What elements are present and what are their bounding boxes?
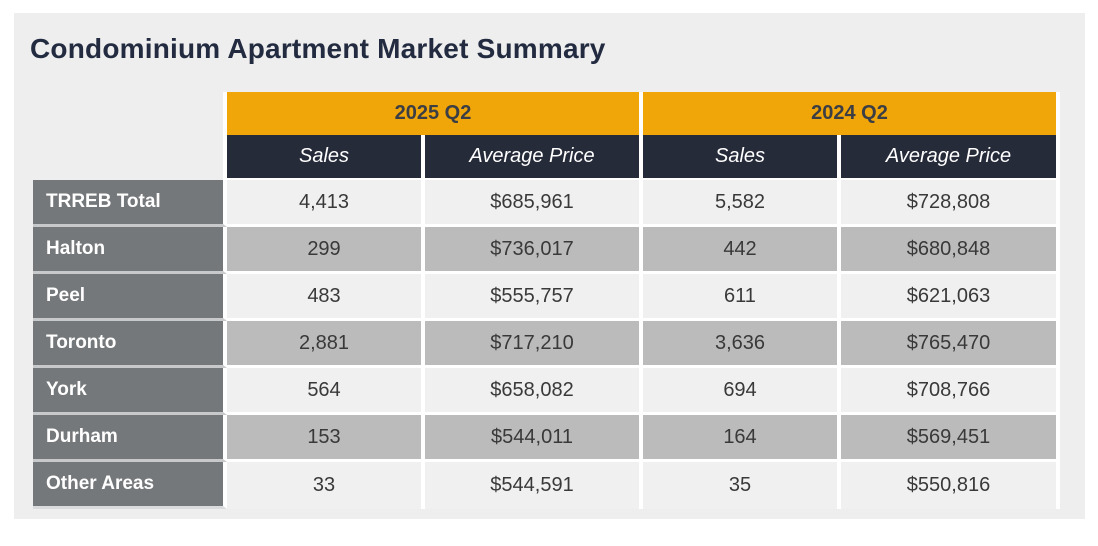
cell-york-avg-price-2024: $708,766 bbox=[841, 368, 1060, 415]
column-header-sales-2024: Sales bbox=[643, 135, 841, 180]
column-header-average-price-2025: Average Price bbox=[425, 135, 643, 180]
column-group-2025-q2: 2025 Q2 bbox=[227, 92, 643, 135]
cell-halton-sales-2025: 299 bbox=[227, 227, 425, 274]
cell-halton-sales-2024: 442 bbox=[643, 227, 841, 274]
column-header-sales-2025: Sales bbox=[227, 135, 425, 180]
row-header-durham: Durham bbox=[33, 415, 227, 462]
cell-durham-sales-2025: 153 bbox=[227, 415, 425, 462]
cell-york-sales-2024: 694 bbox=[643, 368, 841, 415]
table-corner-spacer bbox=[33, 92, 227, 180]
row-header-halton: Halton bbox=[33, 227, 227, 274]
cell-peel-avg-price-2024: $621,063 bbox=[841, 274, 1060, 321]
cell-peel-sales-2024: 611 bbox=[643, 274, 841, 321]
cell-toronto-sales-2025: 2,881 bbox=[227, 321, 425, 368]
cell-other-areas-sales-2024: 35 bbox=[643, 462, 841, 509]
cell-halton-avg-price-2025: $736,017 bbox=[425, 227, 643, 274]
row-header-other-areas: Other Areas bbox=[33, 462, 227, 509]
cell-york-avg-price-2025: $658,082 bbox=[425, 368, 643, 415]
market-summary-table: 2025 Q2 2024 Q2 Sales Average Price Sale… bbox=[33, 92, 1060, 509]
cell-trreb-total-avg-price-2024: $728,808 bbox=[841, 180, 1060, 227]
row-header-toronto: Toronto bbox=[33, 321, 227, 368]
column-header-average-price-2024: Average Price bbox=[841, 135, 1060, 180]
cell-york-sales-2025: 564 bbox=[227, 368, 425, 415]
cell-durham-sales-2024: 164 bbox=[643, 415, 841, 462]
row-header-trreb-total: TRREB Total bbox=[33, 180, 227, 227]
report-panel: Condominium Apartment Market Summary 202… bbox=[14, 13, 1085, 519]
cell-other-areas-avg-price-2025: $544,591 bbox=[425, 462, 643, 509]
cell-peel-avg-price-2025: $555,757 bbox=[425, 274, 643, 321]
cell-peel-sales-2025: 483 bbox=[227, 274, 425, 321]
cell-trreb-total-sales-2025: 4,413 bbox=[227, 180, 425, 227]
cell-other-areas-avg-price-2024: $550,816 bbox=[841, 462, 1060, 509]
row-header-york: York bbox=[33, 368, 227, 415]
cell-toronto-avg-price-2025: $717,210 bbox=[425, 321, 643, 368]
row-header-peel: Peel bbox=[33, 274, 227, 321]
cell-durham-avg-price-2024: $569,451 bbox=[841, 415, 1060, 462]
page-title: Condominium Apartment Market Summary bbox=[30, 33, 606, 64]
cell-halton-avg-price-2024: $680,848 bbox=[841, 227, 1060, 274]
cell-trreb-total-avg-price-2025: $685,961 bbox=[425, 180, 643, 227]
cell-other-areas-sales-2025: 33 bbox=[227, 462, 425, 509]
cell-toronto-sales-2024: 3,636 bbox=[643, 321, 841, 368]
column-group-2024-q2: 2024 Q2 bbox=[643, 92, 1060, 135]
cell-durham-avg-price-2025: $544,011 bbox=[425, 415, 643, 462]
cell-toronto-avg-price-2024: $765,470 bbox=[841, 321, 1060, 368]
cell-trreb-total-sales-2024: 5,582 bbox=[643, 180, 841, 227]
